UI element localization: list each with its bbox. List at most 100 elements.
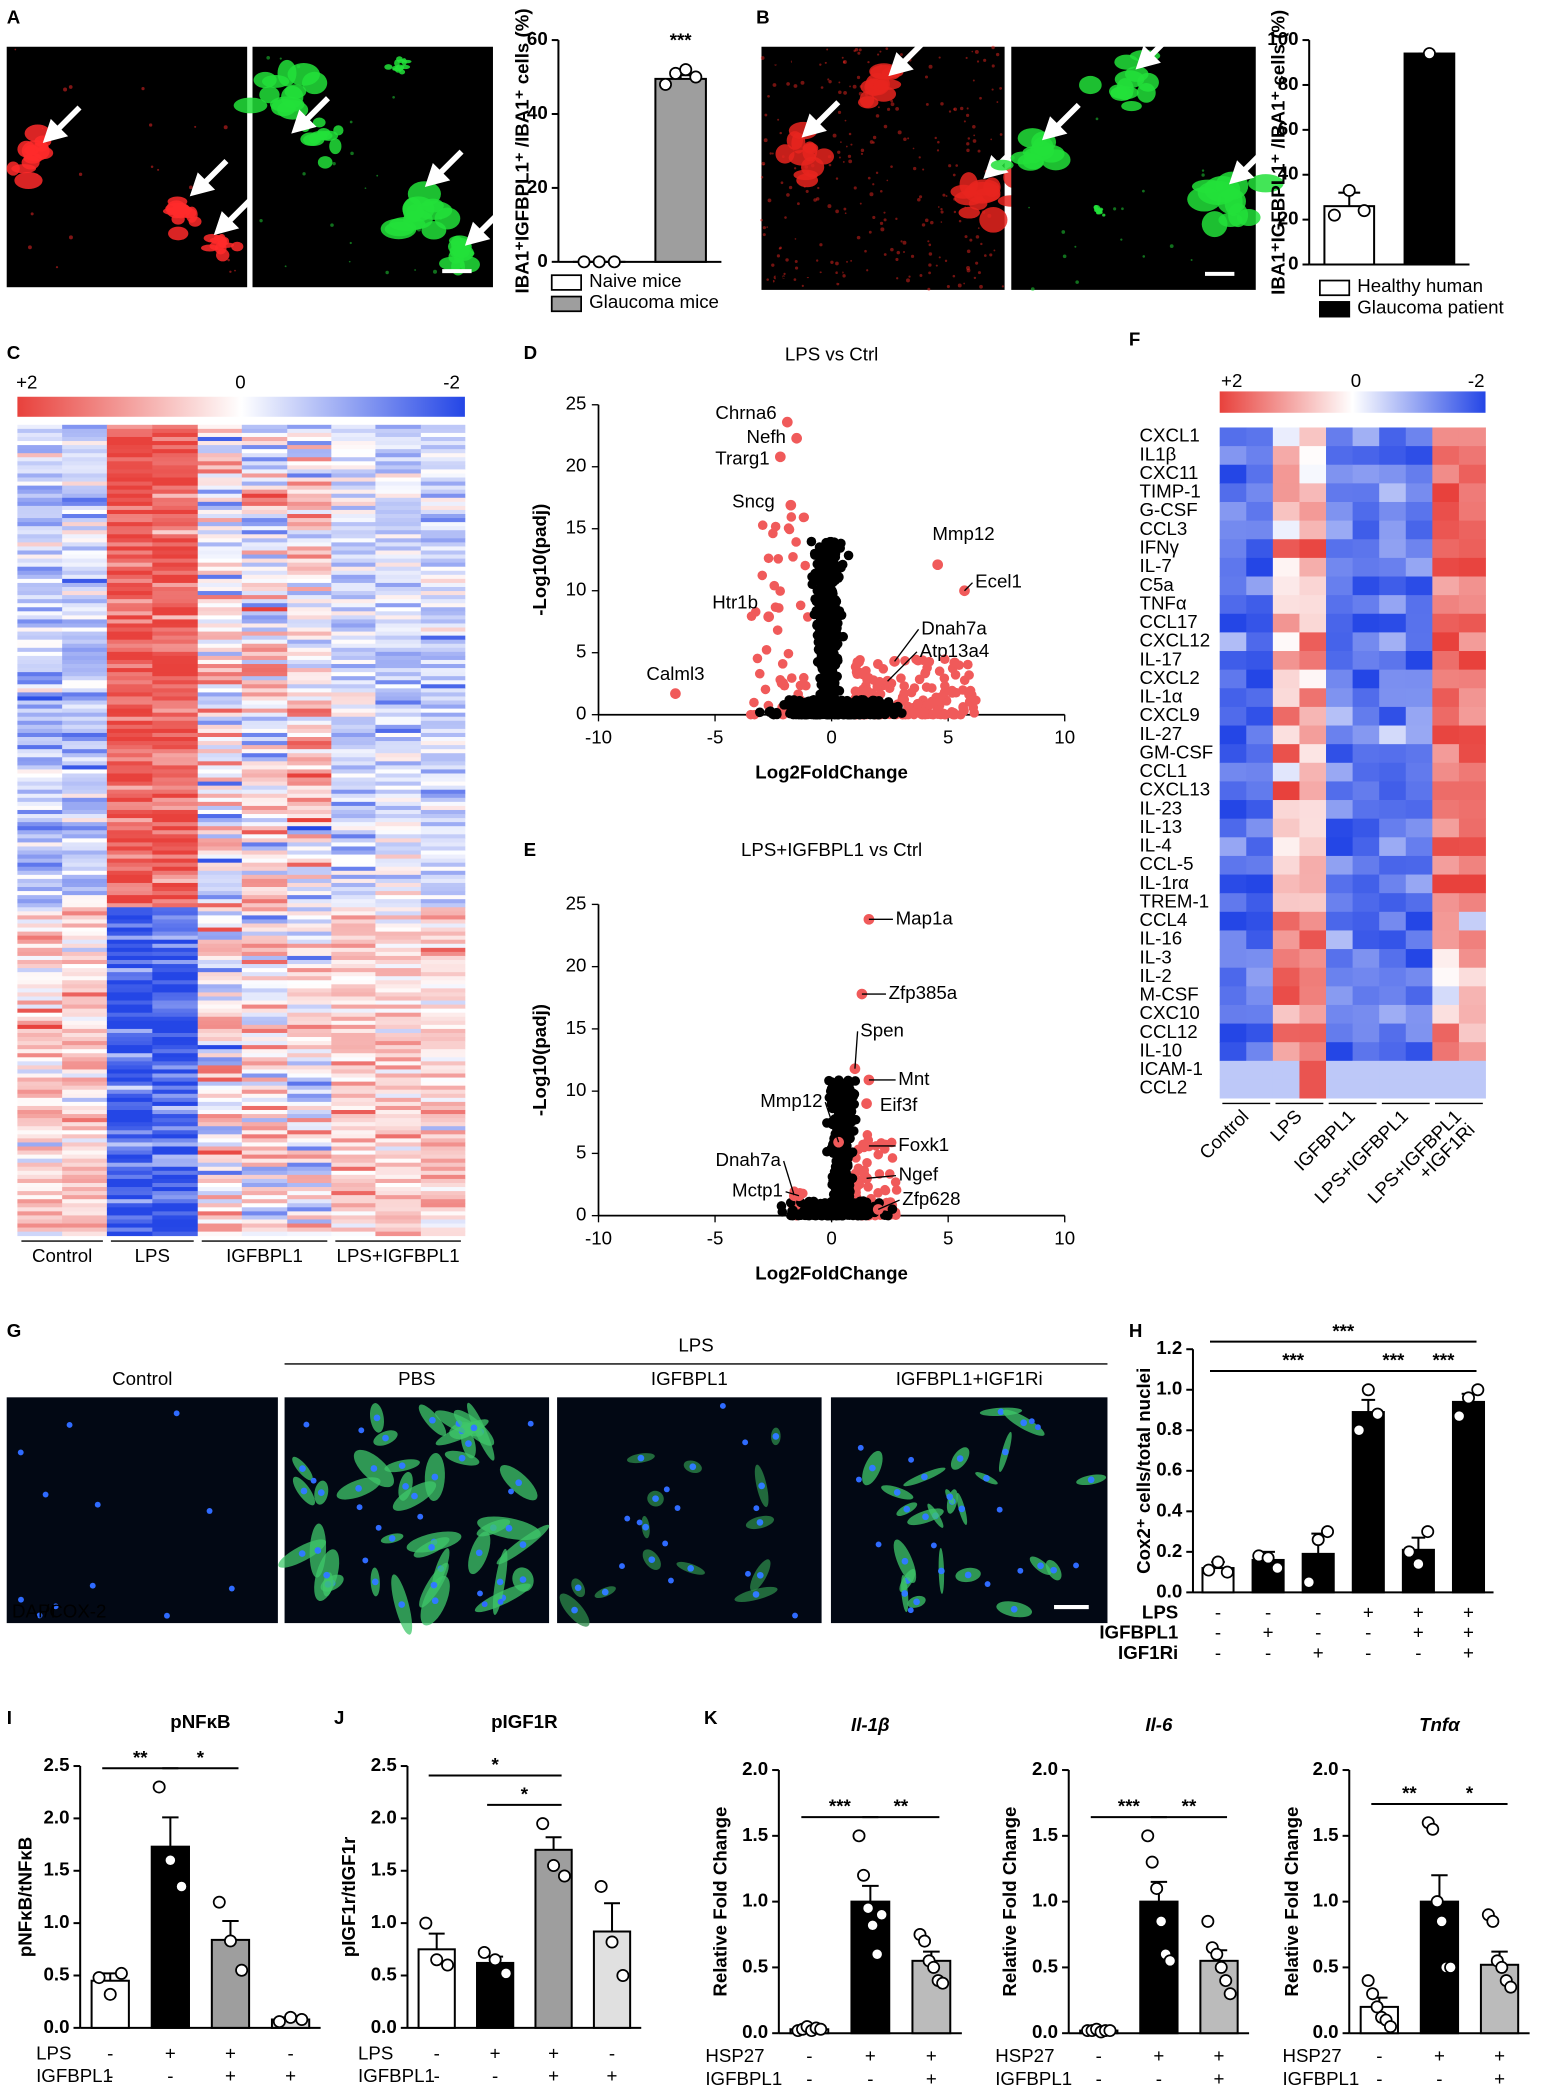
heatmap-cell bbox=[375, 834, 422, 839]
heatmap-cell bbox=[17, 1227, 63, 1233]
heatmap-cell bbox=[420, 854, 466, 860]
heatmap-cell bbox=[375, 672, 422, 677]
heatmap-cell bbox=[106, 655, 153, 661]
speckle bbox=[979, 96, 982, 100]
nucleus bbox=[519, 1576, 527, 1583]
heatmap-cell bbox=[287, 939, 332, 945]
heatmap-cell bbox=[152, 862, 199, 868]
heatmap-cell bbox=[420, 809, 466, 815]
heatmap-cell bbox=[62, 903, 108, 908]
heatmap-cell bbox=[1352, 613, 1380, 633]
heatmap-cell bbox=[241, 538, 288, 543]
gene-dot bbox=[850, 686, 861, 697]
heatmap-cell bbox=[241, 874, 288, 880]
heatmap-cell bbox=[197, 846, 243, 851]
heatmap-cell bbox=[197, 672, 243, 677]
gene-dot bbox=[911, 654, 921, 665]
gene-dot bbox=[821, 702, 831, 712]
heatmap-cell bbox=[375, 1223, 422, 1228]
group-label: LPS bbox=[678, 1335, 713, 1356]
heatmap-cell bbox=[1405, 1023, 1433, 1043]
heatmap-cell bbox=[1272, 613, 1300, 633]
heatmap-cell bbox=[420, 627, 466, 632]
heatmap-cell bbox=[420, 773, 466, 778]
heatmap-cell bbox=[331, 647, 376, 653]
heatmap-cell bbox=[420, 1126, 466, 1131]
heatmap-cell bbox=[106, 627, 153, 632]
y-tick-label: 0 bbox=[576, 1204, 586, 1225]
speckle bbox=[983, 58, 987, 62]
cell bbox=[959, 172, 978, 197]
gene-dot bbox=[906, 687, 917, 698]
gene-dot bbox=[778, 678, 788, 688]
heatmap-cell bbox=[241, 493, 288, 499]
gene-dot bbox=[768, 709, 779, 720]
heatmap-cell bbox=[106, 891, 153, 896]
heatmap-cell bbox=[1379, 427, 1407, 447]
gene-dot bbox=[971, 695, 981, 706]
arrow bbox=[189, 158, 229, 197]
cell bbox=[308, 133, 319, 144]
heatmap-cell bbox=[197, 595, 243, 600]
heatmap-cell bbox=[62, 1024, 108, 1030]
heatmap-cell bbox=[152, 501, 199, 507]
heatmap-cell bbox=[287, 1199, 332, 1204]
heatmap-cell bbox=[331, 720, 376, 726]
heatmap-cell bbox=[375, 996, 422, 1001]
heatmap-cell bbox=[197, 631, 243, 637]
heatmap-cell bbox=[106, 1174, 153, 1180]
heatmap-cell bbox=[375, 777, 422, 782]
heatmap-cell bbox=[241, 980, 288, 985]
heatmap-cell bbox=[106, 1138, 153, 1143]
heatmap-cell bbox=[197, 1158, 243, 1164]
heatmap-cell bbox=[62, 919, 108, 924]
y-tick-label: 10 bbox=[566, 579, 587, 600]
heatmap-cell bbox=[331, 631, 376, 637]
nucleus bbox=[875, 1541, 882, 1548]
heatmap-cell bbox=[331, 1085, 376, 1091]
heatmap-cell bbox=[375, 692, 422, 697]
heatmap-cell bbox=[241, 955, 288, 961]
heatmap-cell bbox=[331, 1069, 376, 1074]
heatmap-cell bbox=[17, 1069, 63, 1074]
heatmap-cell bbox=[197, 522, 243, 527]
heatmap-cell bbox=[241, 627, 288, 632]
heatmap-cell bbox=[106, 878, 153, 884]
heatmap-cell bbox=[331, 453, 376, 458]
nucleus bbox=[358, 1427, 365, 1434]
heatmap-cell bbox=[17, 615, 63, 620]
y-tick-label: 0 bbox=[537, 250, 547, 271]
heatmap-cell bbox=[197, 935, 243, 941]
heatmap-cell bbox=[241, 1105, 288, 1111]
cell bbox=[312, 117, 326, 128]
heatmap-cell bbox=[375, 688, 422, 693]
heatmap-cell bbox=[152, 1170, 199, 1176]
heatmap-cell bbox=[287, 619, 332, 624]
heatmap-cell bbox=[152, 432, 199, 438]
heatmap-cell bbox=[287, 797, 332, 803]
heatmap-cell bbox=[152, 485, 199, 491]
nucleus bbox=[52, 1603, 59, 1610]
heatmap-cell bbox=[106, 1162, 153, 1168]
heatmap-cell bbox=[152, 647, 199, 653]
speckle bbox=[868, 230, 872, 234]
heatmap-cell bbox=[152, 526, 199, 531]
heatmap-cell bbox=[1458, 669, 1486, 689]
nucleus bbox=[299, 1465, 306, 1472]
scale-label: 0 bbox=[1351, 370, 1361, 391]
row-label: IL-1rα bbox=[1140, 872, 1189, 893]
group-label: LPS+IGFBPL1 bbox=[337, 1245, 460, 1266]
heatmap-cell bbox=[1352, 688, 1380, 708]
heatmap-cell bbox=[287, 1126, 332, 1131]
speckle bbox=[840, 141, 842, 143]
heatmap-cell bbox=[420, 457, 466, 462]
heatmap-cell bbox=[197, 1142, 243, 1147]
heatmap-cell bbox=[62, 854, 108, 860]
heatmap-cell bbox=[106, 611, 153, 616]
heatmap-cell bbox=[106, 992, 153, 997]
heatmap-cell bbox=[241, 907, 288, 912]
heatmap-cell bbox=[197, 441, 243, 446]
heatmap-cell bbox=[331, 574, 376, 580]
speckle bbox=[977, 149, 981, 153]
speckle bbox=[844, 212, 847, 215]
